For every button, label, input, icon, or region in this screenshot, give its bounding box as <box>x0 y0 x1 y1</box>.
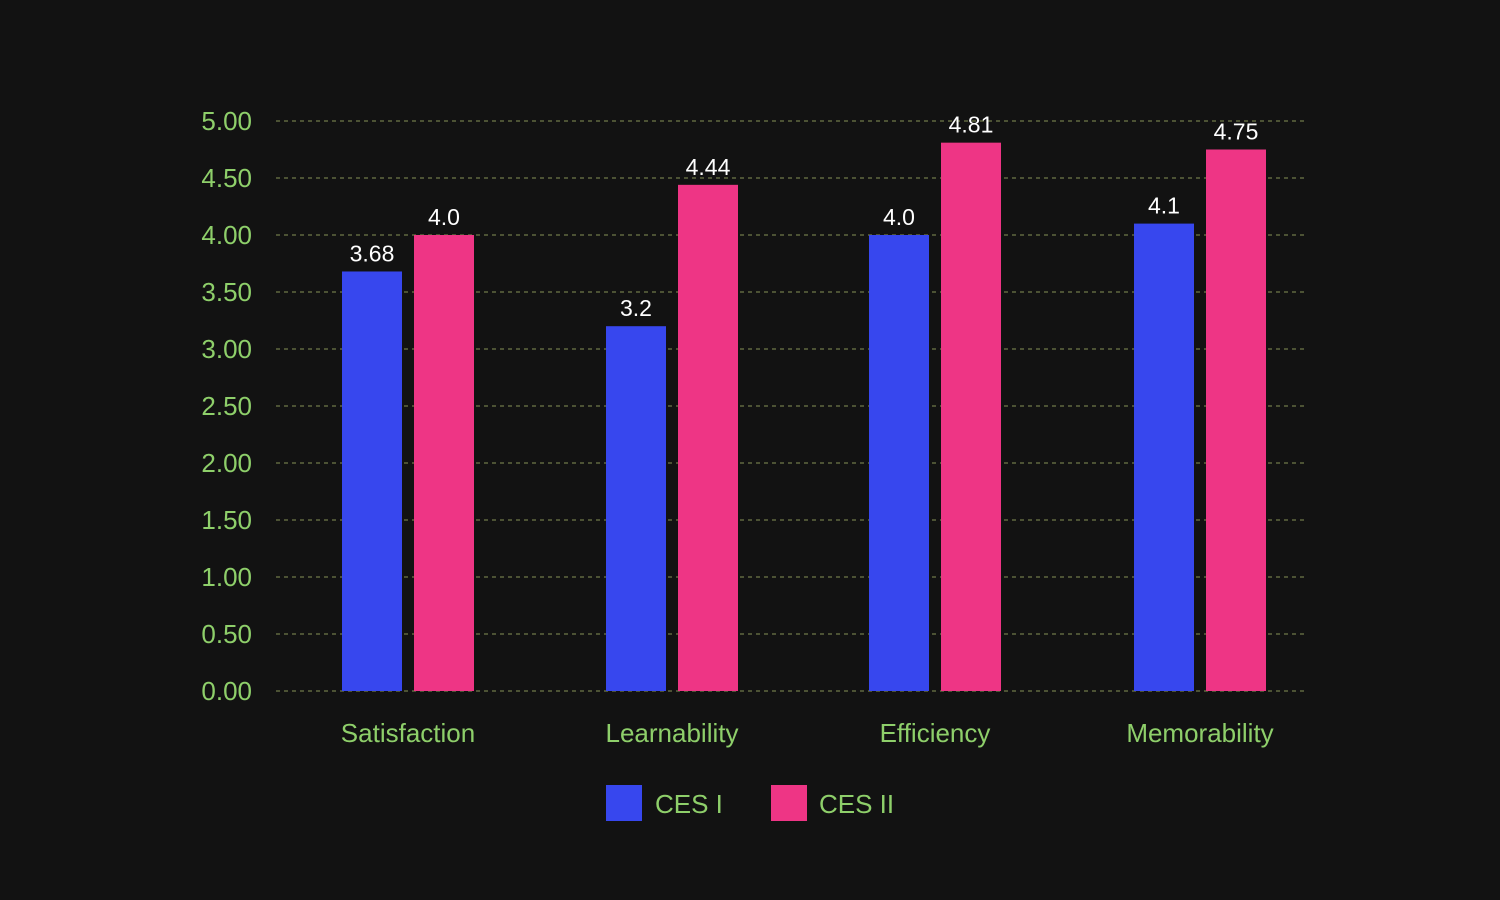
data-label: 3.68 <box>350 240 395 266</box>
x-category-label: Efficiency <box>880 718 991 748</box>
y-tick-label: 4.00 <box>201 220 252 250</box>
x-category-label: Learnability <box>606 718 739 748</box>
bar-efficiency-ces-i <box>869 235 929 691</box>
legend-swatch <box>771 785 807 821</box>
y-tick-label: 0.50 <box>201 619 252 649</box>
data-label: 4.75 <box>1214 119 1259 145</box>
y-tick-label: 4.50 <box>201 163 252 193</box>
y-tick-label: 3.50 <box>201 277 252 307</box>
y-tick-label: 2.00 <box>201 448 252 478</box>
y-tick-label: 2.50 <box>201 391 252 421</box>
data-label: 4.0 <box>883 204 915 230</box>
bar-memorability-ces-i <box>1134 223 1194 691</box>
legend: CES I CES II <box>606 785 894 821</box>
data-labels: 3.68 4.0 3.2 4.44 4.0 4.81 4.1 4.75 <box>350 112 1259 322</box>
y-tick-label: 1.00 <box>201 562 252 592</box>
bar-efficiency-ces-ii <box>941 142 1001 691</box>
x-category-label: Satisfaction <box>341 718 475 748</box>
data-label: 4.1 <box>1148 193 1180 219</box>
y-tick-label: 1.50 <box>201 505 252 535</box>
y-axis: 0.00 0.50 1.00 1.50 2.00 2.50 3.00 3.50 4.00 4.50… <box>201 106 252 706</box>
y-tick-label: 3.00 <box>201 334 252 364</box>
bar-satisfaction-ces-ii <box>414 235 474 691</box>
bar-memorability-ces-ii <box>1206 149 1266 691</box>
data-label: 4.0 <box>428 204 460 230</box>
x-axis: Satisfaction Learnability Efficiency Memora… <box>341 718 1274 748</box>
bars <box>342 142 1266 691</box>
bar-learnability-ces-i <box>606 326 666 691</box>
x-category-label: Memorability <box>1126 718 1273 748</box>
data-label: 3.2 <box>620 295 652 321</box>
y-tick-label: 5.00 <box>201 106 252 136</box>
legend-label: CES II <box>819 789 894 819</box>
bar-learnability-ces-ii <box>678 184 738 691</box>
legend-label: CES I <box>655 789 723 819</box>
data-label: 4.44 <box>686 154 731 180</box>
bar-satisfaction-ces-i <box>342 271 402 691</box>
y-tick-label: 0.00 <box>201 676 252 706</box>
data-label: 4.81 <box>949 112 994 138</box>
legend-swatch <box>606 785 642 821</box>
